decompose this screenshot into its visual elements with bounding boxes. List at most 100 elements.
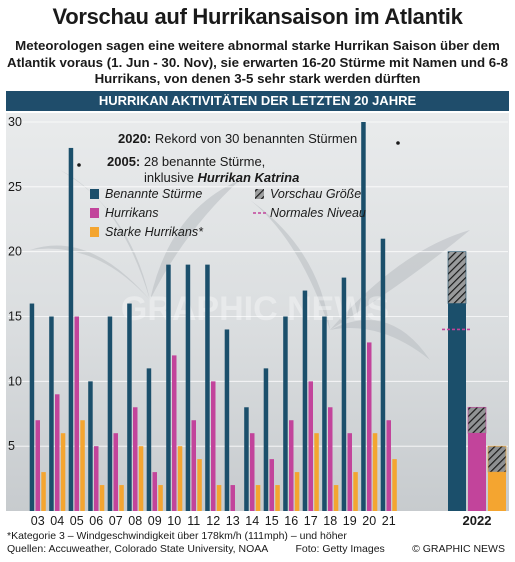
major-hurricane-bar xyxy=(80,420,85,511)
x-tick-label: 18 xyxy=(323,514,337,528)
legend-named-storms-label: Benannte Stürme xyxy=(105,187,202,201)
major-hurricane-bar xyxy=(60,433,66,511)
hurricane-bar xyxy=(35,420,40,511)
annotation-2020: 2020: Rekord von 30 benannten Stürmen xyxy=(118,131,357,146)
chart-title: Vorschau auf Hurrikansaison im Atlantik xyxy=(52,4,463,29)
x-tick-label: 12 xyxy=(206,514,220,528)
annotation-dot xyxy=(77,163,81,167)
x-tick-label: 14 xyxy=(245,514,259,528)
copyright: © GRAPHIC NEWS xyxy=(412,543,505,555)
major-hurricane-bar xyxy=(197,459,202,511)
annotation-2005-line2: inklusive Hurrikan Katrina xyxy=(144,170,299,185)
major-hurricane-bar xyxy=(216,485,222,511)
named-storm-bar xyxy=(166,264,171,511)
forecast-hurricanes-range xyxy=(467,406,487,434)
major-hurricane-bar xyxy=(177,446,183,511)
major-hurricane-bar xyxy=(119,485,124,511)
annotation-2005-line1: 2005: 28 benannte Stürme, xyxy=(107,154,265,169)
named-storm-bar xyxy=(127,303,132,511)
x-tick-label: 08 xyxy=(128,514,142,528)
x-tick-label: 07 xyxy=(109,514,123,528)
y-tick-label: 20 xyxy=(8,245,22,259)
chart-subtitle: Meteorologen sagen eine weitere abnormal… xyxy=(7,38,508,86)
hurricane-bar xyxy=(74,316,79,511)
y-tick-label: 15 xyxy=(8,310,22,324)
forecast-label: 2022 xyxy=(463,513,492,528)
hurricane-bar xyxy=(308,381,313,511)
x-tick-label: 04 xyxy=(50,514,64,528)
sources-text: Quellen: Accuweather, Colorado State Uni… xyxy=(7,543,269,555)
hurricane-bar xyxy=(191,420,196,511)
forecast-named-storms-bar xyxy=(448,303,466,511)
named-storm-bar xyxy=(146,368,152,511)
y-tick-label: 10 xyxy=(8,374,22,388)
named-storm-bar xyxy=(283,316,288,511)
x-tick-label: 17 xyxy=(304,514,318,528)
major-hurricane-bar xyxy=(392,459,397,511)
legend-named-storms-swatch xyxy=(90,189,99,199)
named-storm-bar xyxy=(361,122,366,511)
legend-major-hurricanes-label: Starke Hurrikans* xyxy=(105,225,204,239)
named-storm-bar xyxy=(49,316,54,511)
watermark: GRAPHIC NEWS xyxy=(121,290,389,328)
hurricane-bar xyxy=(328,407,333,511)
legend-hurricanes-label: Hurrikans xyxy=(105,206,159,220)
hurricane-bar xyxy=(113,433,118,511)
x-tick-label: 06 xyxy=(89,514,103,528)
named-storm-bar xyxy=(29,303,35,511)
named-storm-bar xyxy=(107,316,113,511)
major-hurricane-bar xyxy=(353,472,358,511)
hurricane-bar xyxy=(347,433,352,511)
source-notes: *Kategorie 3 – Windgeschwindigkeit über … xyxy=(7,530,512,556)
hurricane-bar xyxy=(55,394,60,511)
x-tick-label: 19 xyxy=(343,514,357,528)
y-tick-label: 30 xyxy=(8,115,22,129)
legend-normal-level-label: Normales Niveau xyxy=(270,206,366,220)
hurricane-bar xyxy=(211,381,216,511)
named-storm-bar xyxy=(185,264,191,511)
named-storm-bar xyxy=(224,329,230,511)
forecast-major-hurricanes-range xyxy=(487,445,507,473)
footnote: *Kategorie 3 – Windgeschwindigkeit über … xyxy=(7,530,347,542)
major-hurricane-bar xyxy=(99,485,105,511)
hurricane-bar xyxy=(269,459,274,511)
named-storm-bar xyxy=(88,381,93,511)
named-storm-bar xyxy=(302,290,308,511)
major-hurricane-bar xyxy=(138,446,144,511)
hurricane-bar xyxy=(172,355,177,511)
major-hurricane-bar xyxy=(314,433,319,511)
legend-major-hurricanes-swatch xyxy=(90,227,99,237)
legend-forecast-range-swatch xyxy=(255,189,264,199)
named-storm-bar xyxy=(205,264,210,511)
named-storm-bar xyxy=(68,147,74,511)
hurricane-bar xyxy=(386,420,391,511)
x-tick-label: 20 xyxy=(362,514,376,528)
named-storm-bar xyxy=(244,407,249,511)
major-hurricane-bar xyxy=(294,472,300,511)
major-hurricane-bar xyxy=(275,485,280,511)
annotation-dot xyxy=(396,141,400,145)
named-storm-bar xyxy=(380,238,386,511)
major-hurricane-bar xyxy=(255,485,261,511)
forecast-named-storms-range xyxy=(447,251,467,304)
named-storm-bar xyxy=(263,368,269,511)
legend-forecast-range-label: Vorschau Größe xyxy=(270,187,361,201)
major-hurricane-bar xyxy=(158,485,163,511)
x-tick-label: 11 xyxy=(187,514,200,528)
x-tick-label: 21 xyxy=(382,514,396,528)
y-tick-label: 5 xyxy=(8,439,15,453)
x-tick-label: 15 xyxy=(265,514,279,528)
hurricane-bar xyxy=(367,342,372,511)
x-tick-label: 13 xyxy=(226,514,240,528)
x-tick-label: 16 xyxy=(284,514,298,528)
photo-credit: Foto: Getty Images xyxy=(295,543,385,555)
major-hurricane-bar xyxy=(333,485,339,511)
x-tick-label: 03 xyxy=(31,514,45,528)
hurricane-bar xyxy=(152,472,157,511)
legend-hurricanes-swatch xyxy=(90,208,99,218)
major-hurricane-bar xyxy=(41,472,46,511)
forecast-hurricanes-bar xyxy=(468,433,486,511)
hurricane-bar xyxy=(250,433,255,511)
y-tick-label: 25 xyxy=(8,180,22,194)
